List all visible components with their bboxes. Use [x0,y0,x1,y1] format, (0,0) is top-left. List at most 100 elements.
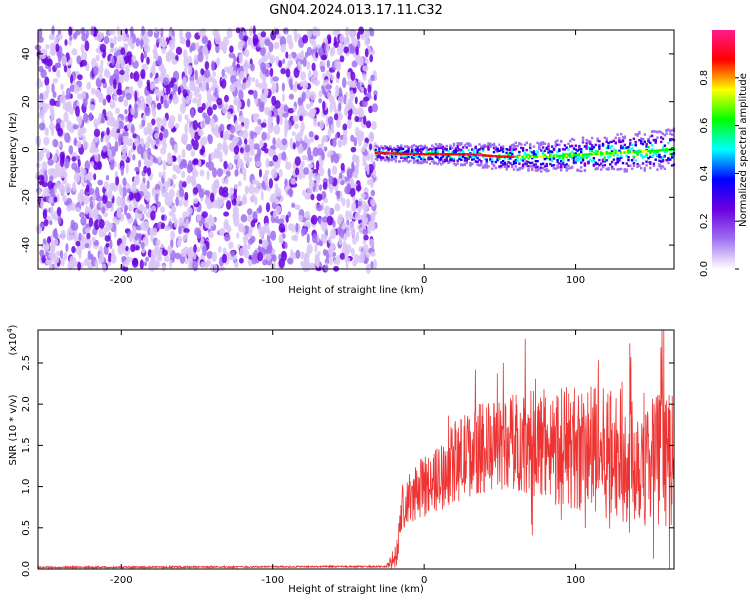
snr-ytick-label: 0.5 [21,520,32,536]
noise-cell [138,159,142,168]
signal-cell [558,156,561,160]
signal-cell [629,148,632,151]
signal-core-cell [472,153,476,156]
signal-core-cell [394,152,398,155]
noise-cell [300,160,305,168]
noise-cell [276,205,282,214]
signal-cell [643,133,646,136]
signal-cell [558,143,561,147]
noise-cell [98,65,104,74]
signal-cell [552,167,556,170]
noise-cell [372,169,377,178]
noise-cell [306,243,313,254]
noise-cell [216,57,220,66]
signal-cell [576,149,579,152]
noise-cell [206,170,210,181]
noise-cell [146,122,153,129]
noise-cell [98,218,105,229]
signal-cell [452,142,456,146]
signal-core-cell [661,149,665,152]
signal-core-cell [461,153,465,156]
signal-cell [383,159,387,162]
noise-cell [52,91,57,98]
noise-cell [315,51,319,59]
signal-cell [505,164,508,168]
signal-cell [529,150,532,153]
signal-cell [425,150,428,153]
signal-cell [605,146,608,150]
noise-cell [69,74,74,84]
noise-cell [82,134,86,145]
noise-cell [368,220,373,228]
signal-cell [440,146,443,150]
spectrogram-ylabel: Frequency (Hz) [8,112,19,188]
signal-core-cell [496,155,499,158]
noise-cell [42,209,48,220]
noise-cell [53,238,59,246]
signal-cell [589,140,592,143]
noise-cell [355,184,362,192]
signal-cell [456,144,459,148]
signal-cell [434,155,438,158]
noise-cell [304,51,309,58]
noise-cell [169,51,175,60]
noise-cell [296,132,303,142]
signal-cell [618,168,621,171]
noise-cell [186,118,191,125]
noise-cell [209,192,215,203]
signal-cell [452,159,456,162]
noise-cell [140,241,145,250]
noise-cell [370,74,375,82]
signal-core-cell [467,153,470,156]
noise-cell [266,229,271,236]
signal-cell [585,147,588,150]
signal-core-cell [529,155,532,158]
signal-cell [625,154,628,157]
signal-cell [432,162,436,165]
noise-cell [295,222,299,233]
signal-cell [465,157,468,160]
noise-cell [323,146,328,152]
signal-cell [532,163,536,167]
noise-cell [282,28,288,34]
signal-cell [630,143,634,147]
signal-cell [434,143,438,146]
noise-cell [164,254,170,263]
signal-cell [563,148,567,151]
noise-cell [156,102,162,110]
signal-core-cell [376,151,379,155]
noise-cell [346,219,350,226]
noise-cell [330,154,334,164]
noise-cell [175,196,179,207]
signal-cell [505,148,508,151]
signal-cell [640,141,643,145]
signal-cell [618,157,621,160]
signal-cell [625,146,628,149]
noise-cell [301,189,307,197]
noise-cell [204,190,211,196]
noise-cell [263,89,269,98]
noise-cell [115,176,120,186]
signal-cell [534,163,537,166]
signal-cell [536,152,539,155]
noise-cell [221,68,225,78]
signal-core-cell [567,154,570,157]
signal-cell [570,157,574,160]
signal-cell [403,157,407,160]
signal-cell [525,148,528,152]
noise-cell [84,227,91,233]
signal-cell [649,162,652,165]
signal-cell [494,166,497,170]
signal-cell [392,158,396,161]
signal-cell [458,143,461,147]
noise-cell [75,207,81,213]
noise-cell [53,196,58,203]
signal-core-cell [576,153,579,157]
signal-cell [541,152,545,155]
noise-cell [311,108,317,114]
noise-cell [77,159,81,168]
noise-cell [280,43,287,53]
noise-cell [124,109,128,115]
noise-cell [218,126,222,134]
signal-cell [531,165,534,168]
